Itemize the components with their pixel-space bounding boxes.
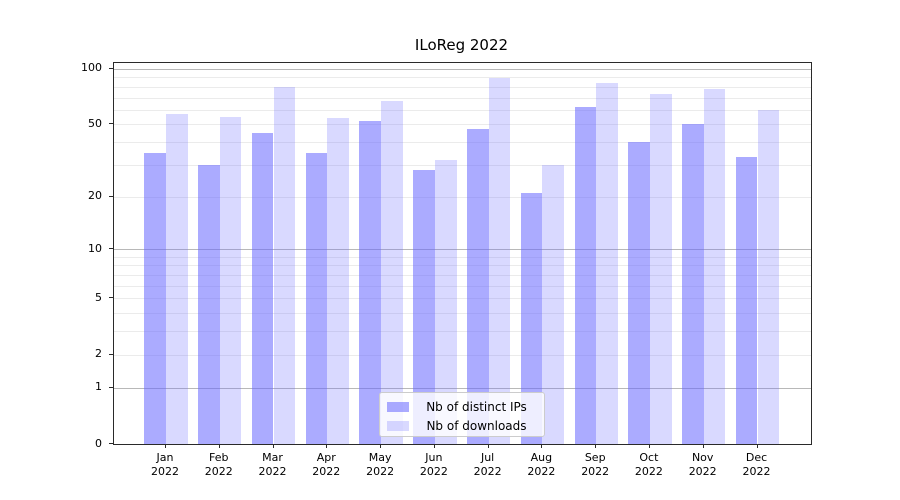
- bar-distinct-ips-sep: [574, 107, 597, 444]
- bar-downloads-mar: [273, 86, 296, 444]
- gridline-major-1: [114, 387, 811, 389]
- y-tick-mark-1: [109, 386, 113, 388]
- bar-downloads-nov: [703, 88, 726, 444]
- bar-downloads-feb: [219, 116, 242, 444]
- x-tick-label-aug: Aug 2022: [527, 451, 556, 478]
- x-tick-mark-nov: [702, 444, 704, 448]
- x-tick-mark-sep: [595, 444, 597, 448]
- bar-distinct-ips-apr: [305, 152, 328, 444]
- gridline-minor-9: [114, 256, 811, 258]
- bar-distinct-ips-oct: [628, 142, 650, 444]
- y-tick-label-10: 10: [88, 241, 102, 255]
- bar-distinct-ips-may: [359, 121, 382, 444]
- y-tick-mark-2: [109, 353, 113, 355]
- bar-downloads-aug: [542, 164, 565, 444]
- y-tick-mark-20: [109, 195, 113, 197]
- gridline-minor-40: [114, 142, 811, 144]
- gridline-minor-6: [114, 285, 811, 287]
- x-tick-label-feb: Feb 2022: [204, 451, 233, 478]
- legend-entry-downloads: Nb of downloads: [387, 416, 536, 435]
- x-tick-label-jul: Jul 2022: [473, 451, 502, 478]
- x-tick-label-jun: Jun 2022: [419, 451, 448, 478]
- plot-area: [113, 62, 812, 445]
- gridline-minor-2: [114, 354, 811, 356]
- x-tick-label-dec: Dec 2022: [742, 451, 771, 478]
- y-tick-label-50: 50: [88, 116, 102, 130]
- bar-distinct-ips-jan: [144, 152, 166, 444]
- bar-distinct-ips-aug: [520, 192, 543, 444]
- y-tick-label-2: 2: [95, 347, 102, 361]
- gridline-minor-5: [114, 298, 811, 300]
- x-tick-mark-oct: [648, 444, 650, 448]
- y-tick-mark-0: [109, 443, 113, 444]
- gridline-major-10: [114, 249, 811, 251]
- x-tick-mark-feb: [218, 444, 220, 448]
- legend-swatch-downloads: [387, 420, 409, 431]
- x-tick-label-mar: Mar 2022: [258, 451, 287, 478]
- gridline-minor-70: [114, 97, 811, 99]
- gridline-minor-90: [114, 77, 811, 79]
- y-tick-label-20: 20: [88, 189, 102, 202]
- x-tick-label-apr: Apr 2022: [312, 451, 341, 478]
- gridline-minor-50: [114, 124, 811, 126]
- gridline-major-100: [114, 68, 811, 70]
- bar-downloads-apr: [327, 118, 349, 444]
- x-tick-mark-aug: [541, 444, 543, 448]
- bar-downloads-jul: [488, 78, 511, 444]
- gridline-minor-7: [114, 275, 811, 276]
- y-tick-mark-100: [109, 67, 113, 69]
- bar-distinct-ips-feb: [198, 164, 220, 444]
- x-tick-label-sep: Sep 2022: [581, 451, 610, 478]
- x-tick-mark-jun: [433, 444, 435, 448]
- x-tick-label-may: May 2022: [366, 451, 395, 478]
- bar-distinct-ips-dec: [735, 157, 758, 444]
- bar-downloads-jan: [166, 113, 188, 444]
- y-tick-label-100: 100: [81, 61, 102, 75]
- y-tick-mark-50: [109, 123, 113, 125]
- bar-downloads-may: [381, 101, 403, 444]
- x-tick-label-nov: Nov 2022: [688, 451, 717, 478]
- x-tick-label-oct: Oct 2022: [634, 451, 663, 478]
- legend-label-downloads: Nb of downloads: [426, 418, 527, 433]
- x-tick-label-jan: Jan 2022: [151, 451, 179, 478]
- legend-entry-distinct-ips: Nb of distinct IPs: [387, 397, 536, 416]
- x-tick-mark-may: [380, 444, 382, 448]
- gridline-minor-8: [114, 265, 811, 267]
- bar-downloads-sep: [596, 82, 618, 444]
- bar-downloads-oct: [649, 94, 672, 444]
- gridline-minor-80: [114, 86, 811, 88]
- x-tick-mark-apr: [326, 444, 328, 448]
- y-tick-label-5: 5: [95, 290, 102, 304]
- legend-label-distinct-ips: Nb of distinct IPs: [426, 399, 527, 414]
- bar-distinct-ips-mar: [251, 132, 274, 444]
- x-tick-mark-jul: [487, 444, 489, 448]
- gridline-minor-30: [114, 164, 811, 166]
- x-tick-mark-mar: [272, 444, 274, 448]
- bar-downloads-dec: [757, 109, 780, 444]
- bar-distinct-ips-nov: [682, 124, 704, 444]
- y-tick-label-1: 1: [95, 380, 102, 394]
- bar-downloads-jun: [434, 159, 457, 444]
- bar-distinct-ips-jun: [413, 170, 435, 444]
- gridline-minor-3: [114, 331, 811, 333]
- y-tick-label-0: 0: [95, 436, 102, 450]
- x-tick-mark-jan: [165, 444, 166, 448]
- legend-swatch-distinct-ips: [387, 401, 409, 412]
- chart-title: ILoReg 2022: [414, 36, 509, 54]
- bar-distinct-ips-jul: [466, 129, 489, 444]
- gridline-minor-4: [114, 313, 811, 315]
- legend: Nb of distinct IPs Nb of downloads: [379, 392, 545, 437]
- y-tick-mark-5: [109, 297, 113, 299]
- gridline-minor-60: [114, 109, 811, 111]
- gridline-minor-20: [114, 196, 811, 198]
- y-tick-mark-10: [109, 248, 113, 250]
- x-tick-mark-dec: [756, 444, 758, 448]
